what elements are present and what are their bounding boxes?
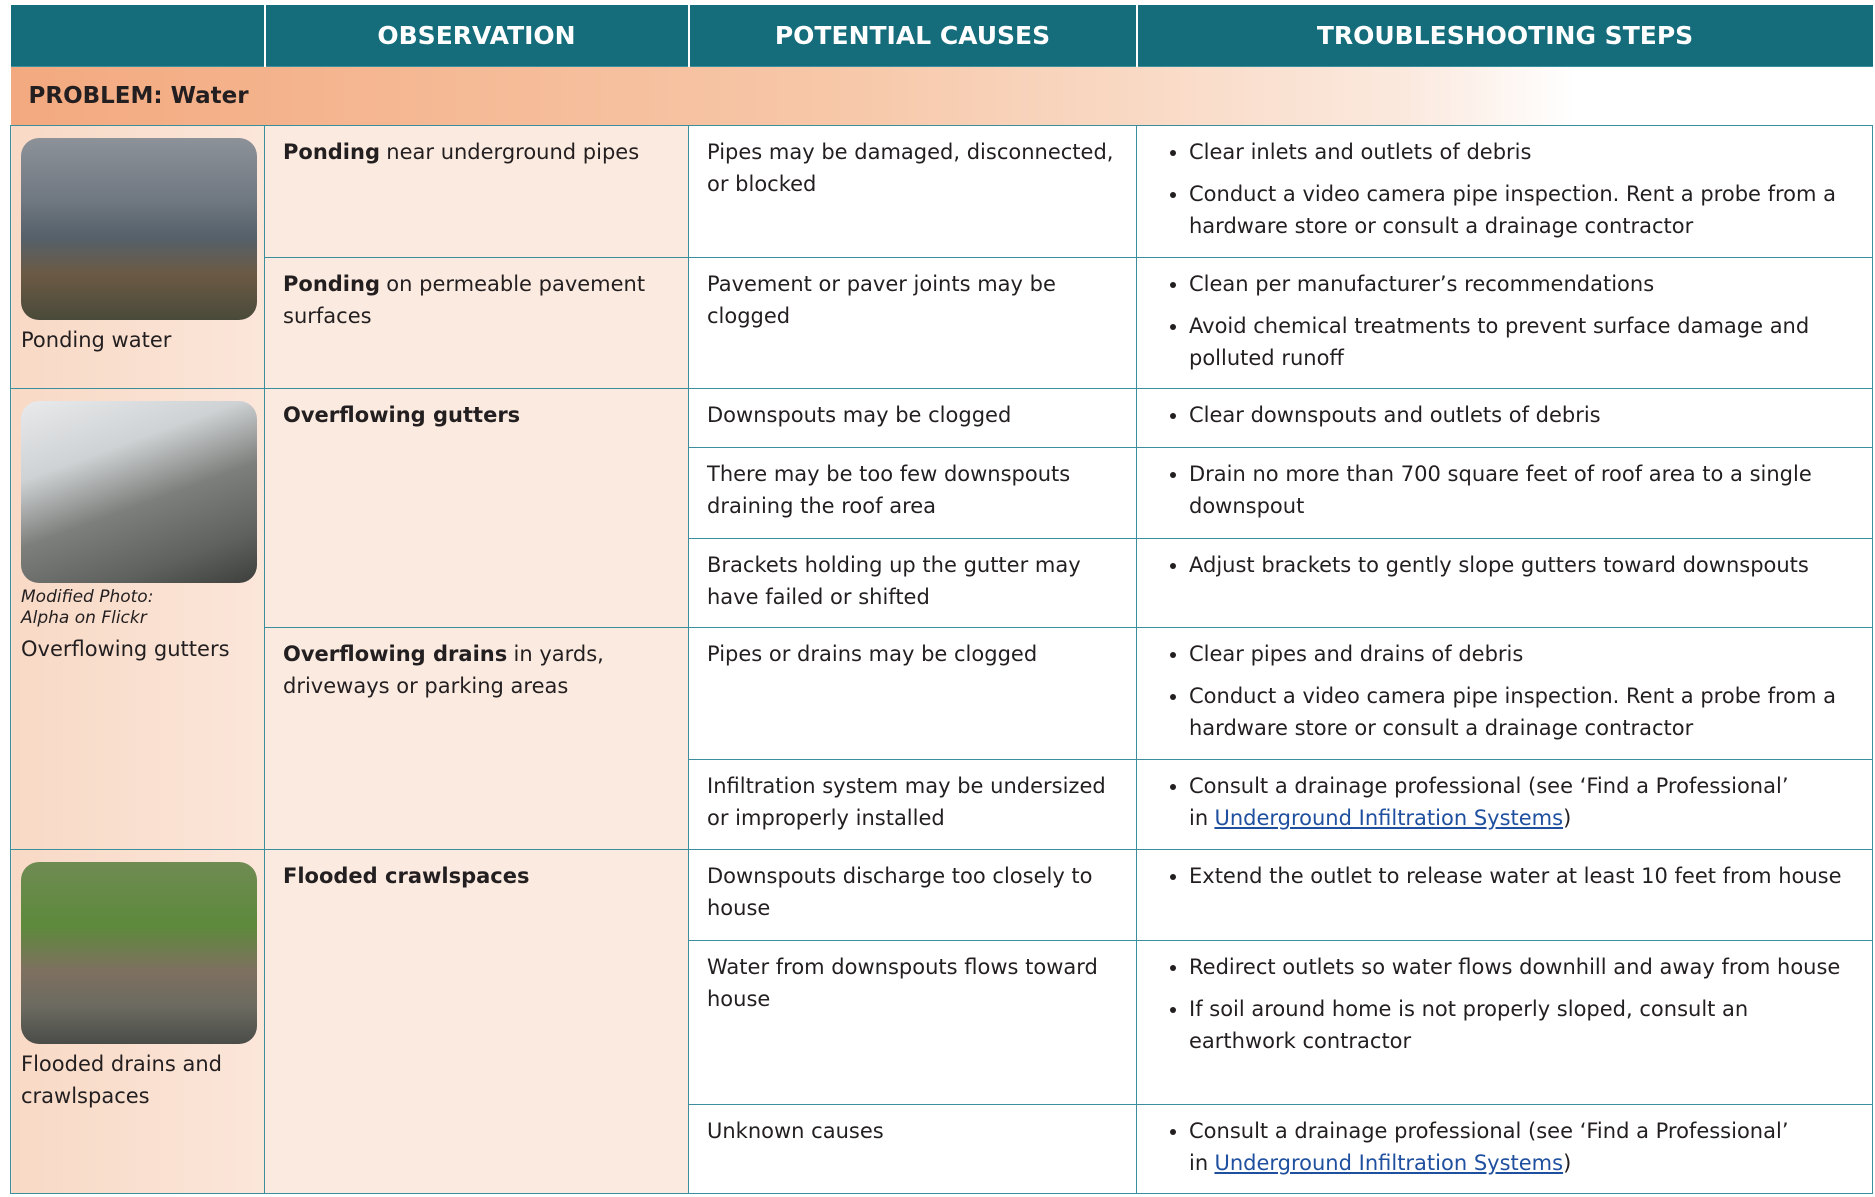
link[interactable]: Underground Infiltration Systems — [1214, 806, 1564, 830]
row: Overflowing drains in yards, driveways or… — [11, 627, 1873, 850]
photo-credit: Modified Photo: Alpha on Flickr — [21, 587, 254, 629]
row: Infiltration system may be undersized or… — [11, 759, 1873, 850]
step: Clear downspouts and outlets of debris — [1189, 399, 1854, 431]
row: Modified Photo: Alpha on Flickr Overflowin… — [10, 388, 1873, 850]
photo — [21, 401, 257, 583]
cause: Brackets holding up the gutter may have … — [688, 538, 1137, 628]
cause: Downspouts may be clogged — [688, 388, 1137, 448]
cause: Unknown causes — [688, 1104, 1137, 1194]
step: Extend the outlet to release water at le… — [1189, 860, 1854, 892]
observation-bold: Ponding — [283, 272, 380, 296]
step-list: Adjust brackets to gently slope gutters … — [1155, 549, 1854, 581]
image-caption: Flooded drains and crawlspaces — [21, 1052, 222, 1108]
step: If soil around home is not properly slop… — [1189, 993, 1854, 1057]
credit-line: Alpha on Flickr — [21, 608, 147, 628]
step: Avoid chemical treatments to prevent sur… — [1189, 310, 1854, 374]
observation-bold: Overflowing gutters — [283, 403, 521, 427]
step: Consult a drainage professional (see ‘Fi… — [1189, 770, 1854, 834]
step-text: Consult a drainage professional (see ‘Fi… — [1189, 774, 1789, 830]
step-text: Consult a drainage professional (see ‘Fi… — [1189, 1119, 1789, 1175]
observation-text: near underground pipes — [386, 140, 640, 164]
steps: Clean per manufacturer’s recommendations… — [1136, 257, 1873, 389]
step: Clean per manufacturer’s recommendations — [1189, 268, 1854, 300]
step: Drain no more than 700 square feet of ro… — [1189, 458, 1854, 522]
steps: Adjust brackets to gently slope gutters … — [1136, 538, 1873, 628]
image-cell: Modified Photo: Alpha on Flickr Overflowin… — [10, 388, 265, 850]
photo — [21, 138, 257, 320]
observation: Ponding on permeable pavement surfaces — [264, 257, 689, 389]
photo — [21, 862, 257, 1044]
observation: Ponding near underground pipes — [264, 125, 689, 258]
steps: Extend the outlet to release water at le… — [1136, 849, 1873, 941]
row: Ponding on permeable pavement surfaces Pav… — [11, 257, 1873, 389]
observation-text: in yards, driveways or parking areas — [283, 642, 604, 698]
header-row: OBSERVATION POTENTIAL CAUSES TROUBLESHOO… — [10, 5, 1873, 67]
observation: Flooded crawlspaces — [264, 849, 689, 1194]
cause: Downspouts discharge too closely to hous… — [688, 849, 1137, 941]
row: Ponding water Ponding near underground pip… — [10, 125, 1873, 389]
steps: Drain no more than 700 square feet of ro… — [1136, 447, 1873, 539]
step: Clear pipes and drains of debris — [1189, 638, 1854, 670]
image-cell: Ponding water — [10, 125, 265, 389]
step: Clear inlets and outlets of debris — [1189, 136, 1854, 168]
link[interactable]: Underground Infiltration Systems — [1214, 1151, 1564, 1175]
observation-text: on permeable pavement surfaces — [283, 272, 646, 328]
image-caption: Overflowing gutters — [21, 637, 230, 661]
row: Water from downspouts flows toward house… — [11, 940, 1873, 1105]
cause: Pavement or paver joints may be clogged — [688, 257, 1137, 389]
problem-row: PROBLEM: Water — [10, 66, 1873, 126]
step-list: Clear inlets and outlets of debris Conduc… — [1155, 136, 1854, 242]
steps: Clear pipes and drains of debris Conduct … — [1136, 627, 1873, 760]
step-list: Consult a drainage professional (see ‘Fi… — [1155, 1115, 1854, 1179]
image-cell: Flooded drains and crawlspaces — [10, 849, 265, 1194]
cause: Infiltration system may be undersized or… — [688, 759, 1137, 850]
step-text: ) — [1563, 806, 1572, 830]
cause: Pipes or drains may be clogged — [688, 627, 1137, 760]
step-list: Consult a drainage professional (see ‘Fi… — [1155, 770, 1854, 834]
observation-bold: Flooded crawlspaces — [283, 864, 530, 888]
observation-bold: Ponding — [283, 140, 380, 164]
row: Unknown causes Consult a drainage profess… — [11, 1104, 1873, 1194]
steps: Redirect outlets so water flows downhill… — [1136, 940, 1873, 1105]
observation: Overflowing drains in yards, driveways or… — [264, 627, 689, 850]
step: Conduct a video camera pipe inspection. … — [1189, 178, 1854, 242]
observation: Overflowing gutters — [264, 388, 689, 628]
credit-line: Modified Photo: — [21, 587, 154, 607]
cause: Water from downspouts flows toward house — [688, 940, 1137, 1105]
step-list: Clear pipes and drains of debris Conduct … — [1155, 638, 1854, 744]
steps: Clear downspouts and outlets of debris — [1136, 388, 1873, 448]
steps: Consult a drainage professional (see ‘Fi… — [1136, 759, 1873, 850]
header-cell: OBSERVATION — [263, 5, 689, 67]
problem-label: PROBLEM: Water — [10, 66, 1873, 126]
step: Conduct a video camera pipe inspection. … — [1189, 680, 1854, 744]
step-text: ) — [1563, 1151, 1572, 1175]
step: Redirect outlets so water flows downhill… — [1189, 951, 1854, 983]
cause: There may be too few downspouts draining… — [688, 447, 1137, 539]
troubleshooting-table: OBSERVATION POTENTIAL CAUSES TROUBLESHOO… — [10, 5, 1873, 1194]
steps: Consult a drainage professional (see ‘Fi… — [1136, 1104, 1873, 1194]
step-list: Clear downspouts and outlets of debris — [1155, 399, 1854, 431]
step: Adjust brackets to gently slope gutters … — [1189, 549, 1854, 581]
row: Flooded drains and crawlspaces Flooded cr… — [10, 849, 1873, 1194]
header-cell — [10, 5, 265, 67]
cause: Pipes may be damaged, disconnected, or b… — [688, 125, 1137, 258]
row: There may be too few downspouts draining… — [11, 447, 1873, 539]
observation-bold: Overflowing drains — [283, 642, 508, 666]
step-list: Clean per manufacturer’s recommendations… — [1155, 268, 1854, 374]
step-list: Redirect outlets so water flows downhill… — [1155, 951, 1854, 1057]
steps: Clear inlets and outlets of debris Conduc… — [1136, 125, 1873, 258]
image-caption: Ponding water — [21, 328, 172, 352]
header-cell: POTENTIAL CAUSES — [687, 5, 1137, 67]
step-list: Extend the outlet to release water at le… — [1155, 860, 1854, 892]
step-list: Drain no more than 700 square feet of ro… — [1155, 458, 1854, 522]
header-cell: TROUBLESHOOTING STEPS — [1135, 5, 1873, 67]
step: Consult a drainage professional (see ‘Fi… — [1189, 1115, 1854, 1179]
